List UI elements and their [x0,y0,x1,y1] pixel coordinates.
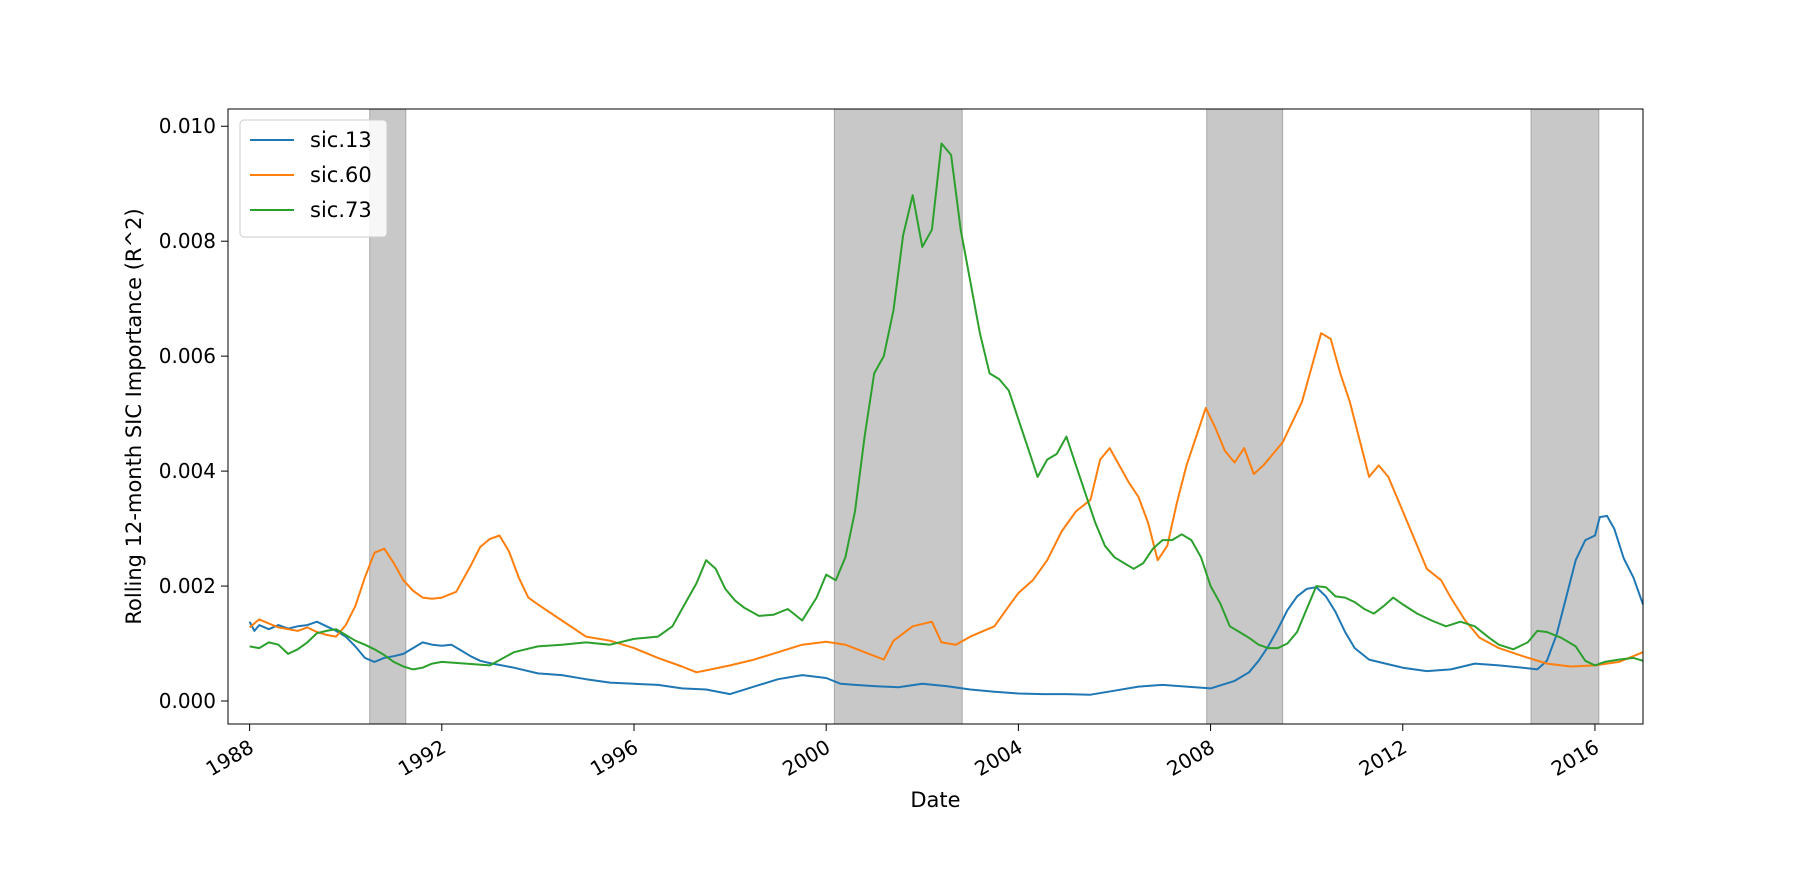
y-tick-label: 0.000 [159,689,216,713]
y-axis-label: Rolling 12-month SIC Importance (R^2) [122,208,146,624]
series-line-sic-73 [249,142,1644,671]
y-tick-label: 0.010 [159,114,216,138]
series-lines [248,142,1644,696]
legend-label: sic.73 [310,198,372,222]
legend-label: sic.60 [310,163,372,187]
y-tick-label: 0.002 [159,574,216,598]
legend-label: sic.13 [310,128,372,152]
legend: sic.13 sic.60 sic.73 [239,119,388,238]
x-axis: 1988 1992 1996 2000 2004 2008 2012 2016 [202,724,1603,781]
series-line-sic-13 [248,514,1644,696]
x-tick-label: 1988 [202,735,258,781]
y-tick-label: 0.004 [159,459,216,483]
series-line-sic-60 [248,332,1644,674]
plot-frame [227,108,1644,725]
shaded-period-4 [1530,108,1600,725]
shaded-period-3 [1206,108,1284,725]
x-tick-label: 2016 [1547,735,1603,781]
x-tick-label: 2008 [1163,735,1219,781]
legend-box [239,119,388,238]
shaded-periods [369,108,1600,725]
x-tick-label: 2012 [1355,735,1411,781]
x-tick-label: 1992 [394,735,450,781]
y-axis: 0.000 0.002 0.004 0.006 0.008 0.010 [159,114,228,713]
y-tick-label: 0.006 [159,344,216,368]
y-tick-label: 0.008 [159,229,216,253]
x-axis-label: Date [910,788,960,812]
x-tick-label: 1996 [586,735,642,781]
x-tick-label: 2000 [778,735,834,781]
shaded-period-2 [833,108,963,725]
x-tick-label: 2004 [970,735,1026,781]
